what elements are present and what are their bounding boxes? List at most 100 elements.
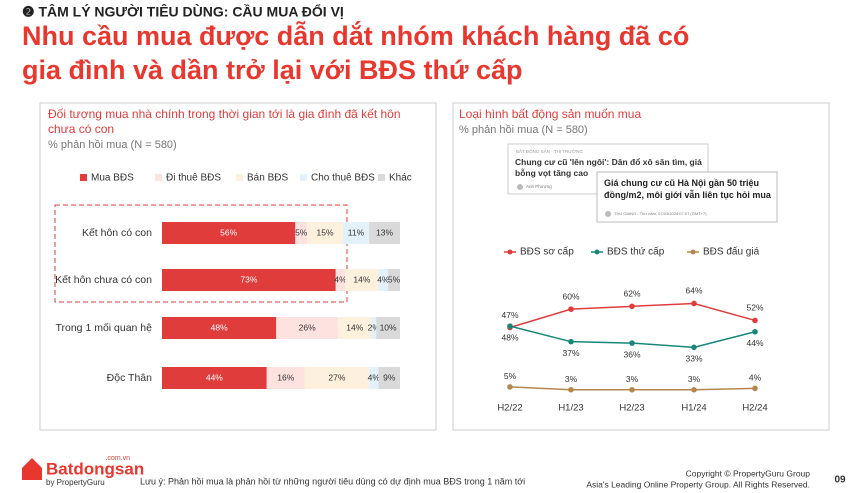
category-label: Độc Thân bbox=[107, 372, 152, 384]
logo-text: Batdongsan bbox=[46, 459, 144, 478]
value-label: 48% bbox=[211, 322, 228, 332]
bar-segment bbox=[276, 317, 339, 339]
value-label: 37% bbox=[562, 348, 579, 358]
highlight-box bbox=[54, 204, 348, 303]
logo: Batdongsan .com.vn by PropertyGuru bbox=[22, 455, 144, 487]
value-label: 52% bbox=[746, 303, 763, 313]
x-tick-label: H2/22 bbox=[497, 403, 522, 414]
data-point bbox=[507, 384, 513, 390]
value-label: 14% bbox=[353, 274, 370, 284]
value-label: 3% bbox=[688, 374, 701, 384]
value-label: 44% bbox=[746, 338, 763, 348]
legend-label: BĐS thứ cấp bbox=[607, 246, 665, 258]
legend-swatch bbox=[155, 174, 162, 181]
news-byline: THU GIANG - Thứ năm, 07/03/2024 07:07 (G… bbox=[614, 211, 707, 216]
legend-swatch bbox=[80, 174, 87, 181]
category-label: Trong 1 mối quan hệ bbox=[55, 322, 152, 334]
data-point bbox=[752, 317, 758, 324]
bar-segment bbox=[345, 269, 379, 291]
x-tick-label: H1/24 bbox=[681, 403, 706, 414]
bar-segment bbox=[162, 269, 336, 291]
headline: gia đình và dần trở lại với BĐS thứ cấp bbox=[22, 55, 523, 85]
headline: Nhu cầu mua được dẫn dắt nhóm khách hàng… bbox=[22, 20, 689, 51]
value-label: 5% bbox=[295, 227, 308, 237]
value-label: 15% bbox=[317, 227, 334, 237]
x-tick-label: H1/23 bbox=[558, 403, 583, 414]
value-label: 4% bbox=[334, 274, 347, 284]
bar-segment bbox=[378, 367, 400, 389]
bar-segment bbox=[388, 269, 400, 291]
rights: Asia's Leading Online Property Group. Al… bbox=[586, 479, 810, 489]
bar-segment bbox=[266, 367, 305, 389]
data-point bbox=[629, 340, 635, 346]
logo-by: by PropertyGuru bbox=[46, 478, 105, 487]
bar-segment bbox=[378, 269, 389, 291]
value-label: 4% bbox=[749, 373, 762, 383]
value-label: 36% bbox=[623, 349, 640, 359]
bar-segment bbox=[369, 367, 379, 389]
data-point bbox=[629, 386, 635, 393]
value-label: 9% bbox=[383, 372, 396, 382]
value-label: 73% bbox=[240, 274, 257, 284]
value-label: 13% bbox=[376, 227, 393, 237]
data-point bbox=[691, 300, 697, 307]
data-point bbox=[507, 323, 513, 329]
data-point bbox=[629, 303, 635, 310]
data-point bbox=[752, 385, 758, 392]
value-label: 26% bbox=[299, 322, 316, 332]
value-label: 47% bbox=[501, 310, 518, 320]
legend-label: Cho thuê BĐS bbox=[311, 173, 375, 184]
value-label: 3% bbox=[565, 374, 578, 384]
legend-label: Mua BĐS bbox=[91, 173, 134, 184]
bar-segment bbox=[342, 222, 370, 244]
value-label: 64% bbox=[685, 286, 702, 296]
data-point bbox=[691, 386, 697, 393]
legend-dot bbox=[507, 249, 513, 255]
value-label: 27% bbox=[328, 372, 345, 382]
legend-swatch bbox=[378, 174, 385, 181]
value-label: 14% bbox=[346, 322, 363, 332]
logo-domain: .com.vn bbox=[105, 455, 130, 462]
data-point bbox=[568, 306, 574, 312]
legend-dot bbox=[690, 249, 696, 255]
data-point bbox=[568, 386, 574, 393]
chart-title: chưa có con bbox=[48, 122, 114, 136]
news-headline: Chung cư cũ 'lên ngôi': Dân đổ xô săn tì… bbox=[515, 157, 702, 178]
value-label: 33% bbox=[685, 354, 702, 364]
value-label: 4% bbox=[377, 274, 390, 284]
value-label: 2% bbox=[368, 322, 381, 332]
chart-title: Đối tượng mua nhà chính trong thời gian … bbox=[48, 107, 401, 121]
value-label: 5% bbox=[388, 274, 401, 284]
value-label: 44% bbox=[206, 372, 223, 382]
chart-subtitle: % phản hồi mua (N = 580) bbox=[459, 124, 588, 136]
legend-dot bbox=[594, 249, 600, 255]
bar-segment bbox=[295, 222, 308, 244]
bar-segment bbox=[335, 269, 346, 291]
value-label: 11% bbox=[348, 227, 365, 237]
bar-segment bbox=[338, 317, 372, 339]
bar-segment bbox=[162, 367, 267, 389]
value-label: 16% bbox=[277, 372, 294, 382]
bar-segment bbox=[376, 317, 400, 339]
data-point bbox=[568, 338, 574, 345]
bar-segment bbox=[371, 317, 377, 339]
page-number: 09 bbox=[834, 475, 846, 486]
value-label: 4% bbox=[368, 372, 381, 382]
copyright: Copyright © PropertyGuru Group bbox=[686, 468, 811, 478]
section-label: ❷ TÂM LÝ NGƯỜI TIÊU DÙNG: CẦU MUA ĐỔI VỊ bbox=[22, 3, 344, 20]
bar-segment bbox=[369, 222, 400, 244]
value-label: 3% bbox=[626, 374, 639, 384]
x-tick-label: H2/23 bbox=[619, 403, 644, 414]
value-label: 48% bbox=[501, 332, 518, 342]
legend-swatch bbox=[236, 174, 243, 181]
legend-label: BĐS đấu giá bbox=[703, 246, 760, 258]
news-byline: Anh Phương bbox=[526, 184, 552, 189]
value-label: 10% bbox=[380, 322, 397, 332]
value-label: 56% bbox=[220, 227, 237, 237]
footnote: Lưu ý: Phản hồi mua là phản hồi từ những… bbox=[140, 476, 525, 486]
news-headline: Giá chung cư cũ Hà Nội gần 50 triệu đồng… bbox=[604, 178, 771, 200]
bar-segment bbox=[307, 222, 343, 244]
bar-segment bbox=[304, 367, 370, 389]
data-point bbox=[691, 344, 697, 351]
